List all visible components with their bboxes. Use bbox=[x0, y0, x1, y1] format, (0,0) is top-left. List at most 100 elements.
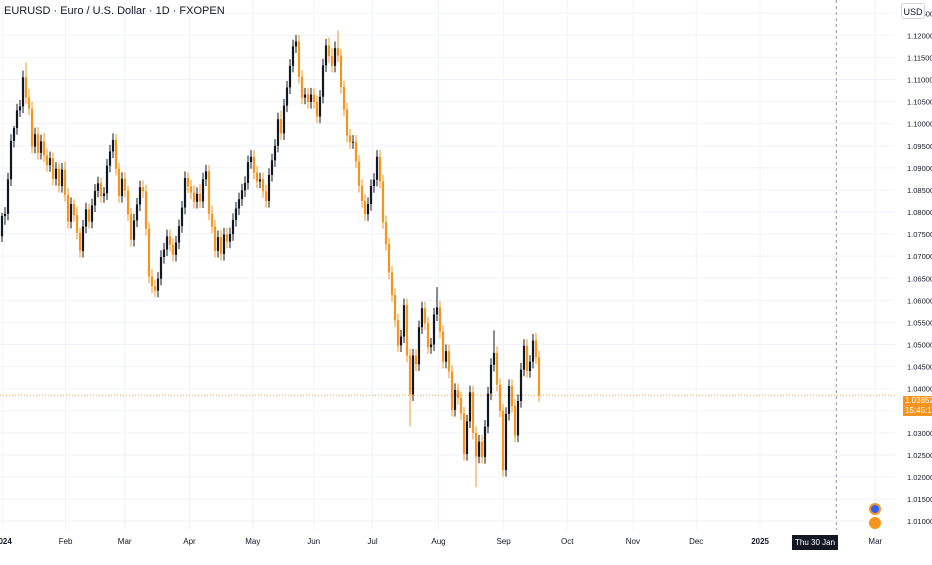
candle bbox=[495, 346, 499, 392]
candle-body bbox=[141, 187, 145, 192]
candle-body bbox=[402, 305, 406, 337]
candle bbox=[30, 101, 34, 154]
candle bbox=[417, 320, 421, 371]
candle bbox=[90, 198, 94, 229]
candle bbox=[381, 174, 385, 229]
candle bbox=[522, 339, 526, 377]
candle-body bbox=[15, 110, 19, 129]
candle bbox=[225, 227, 229, 249]
candle bbox=[294, 34, 298, 53]
candle bbox=[189, 179, 193, 200]
price-axis[interactable]: 1.125001.120001.115001.110001.105001.100… bbox=[896, 0, 932, 550]
candle-body bbox=[231, 219, 235, 235]
symbol-title[interactable]: EURUSD · Euro / U.S. Dollar · 1D · FXOPE… bbox=[4, 5, 225, 17]
candle-body bbox=[375, 156, 379, 180]
candle bbox=[438, 300, 442, 339]
candle-body bbox=[18, 106, 22, 111]
bar-countdown: 15:45:15 bbox=[905, 406, 932, 415]
candle bbox=[441, 325, 445, 369]
candle bbox=[525, 339, 529, 378]
candle-body bbox=[117, 168, 121, 197]
candle bbox=[198, 184, 202, 209]
candle bbox=[48, 151, 52, 172]
candle bbox=[252, 150, 256, 180]
candle bbox=[162, 242, 166, 264]
candle-body bbox=[483, 426, 487, 458]
candle bbox=[537, 350, 541, 402]
candle-body bbox=[150, 276, 154, 287]
candle bbox=[378, 150, 382, 189]
flag-event-icon[interactable] bbox=[869, 517, 881, 529]
candle-body bbox=[51, 158, 55, 179]
candle-body bbox=[153, 286, 157, 291]
candle-body bbox=[321, 65, 325, 97]
candle-body bbox=[126, 190, 130, 215]
candle bbox=[66, 187, 70, 229]
price-tick-label: 1.10000 bbox=[907, 120, 932, 129]
candle bbox=[273, 139, 277, 167]
candle-body bbox=[69, 204, 73, 222]
candle bbox=[102, 186, 106, 203]
candle-body bbox=[444, 351, 448, 362]
candle bbox=[69, 197, 73, 229]
time-axis[interactable]: 2024 Feb Mar Apr May Jun Jul Aug Sep Oct Nov Dec 202… bbox=[0, 537, 883, 546]
candle-body bbox=[132, 220, 136, 240]
candle bbox=[87, 203, 91, 229]
price-tick-label: 1.02000 bbox=[907, 473, 932, 482]
candle-body bbox=[408, 355, 412, 395]
candle-body bbox=[306, 94, 310, 103]
candle bbox=[315, 95, 319, 124]
price-tick-label: 1.05000 bbox=[907, 341, 932, 350]
candle bbox=[270, 153, 274, 182]
candle bbox=[408, 348, 412, 427]
candle-body bbox=[222, 234, 226, 254]
candle bbox=[306, 87, 310, 109]
price-tick-label: 1.02500 bbox=[907, 451, 932, 460]
candle-body bbox=[498, 384, 502, 411]
candle-body bbox=[468, 392, 472, 422]
candle bbox=[393, 288, 397, 327]
time-tick-label: Dec bbox=[689, 537, 703, 546]
candle bbox=[360, 179, 364, 208]
candle bbox=[120, 172, 124, 203]
candle bbox=[207, 164, 211, 221]
price-tick-label: 1.09000 bbox=[907, 164, 932, 173]
candle-body bbox=[99, 183, 103, 197]
candle-body bbox=[405, 305, 409, 356]
candle-body bbox=[285, 87, 289, 106]
candle bbox=[174, 235, 178, 262]
candle bbox=[210, 205, 214, 234]
candle bbox=[423, 301, 427, 330]
price-tick-label: 1.03000 bbox=[907, 429, 932, 438]
price-tick-label: 1.06500 bbox=[907, 274, 932, 283]
candle-body bbox=[210, 213, 214, 227]
candle-body bbox=[270, 160, 274, 175]
candle-body bbox=[246, 162, 250, 183]
candle bbox=[234, 201, 238, 227]
candlestick-chart[interactable]: 1.125001.120001.115001.110001.105001.100… bbox=[0, 0, 932, 550]
price-tick-label: 1.05500 bbox=[907, 318, 932, 327]
candle-body bbox=[378, 156, 382, 182]
candle-body bbox=[96, 183, 100, 191]
candle bbox=[78, 227, 82, 258]
candle bbox=[474, 426, 478, 488]
candle-body bbox=[396, 320, 400, 346]
currency-badge[interactable]: USD bbox=[901, 3, 925, 19]
candle bbox=[507, 379, 511, 421]
candle bbox=[51, 152, 55, 186]
candle bbox=[279, 110, 283, 141]
candle bbox=[84, 202, 88, 234]
candle-body bbox=[180, 207, 184, 227]
economic-event-icon[interactable] bbox=[869, 503, 881, 515]
candle-body bbox=[54, 168, 58, 179]
candle-body bbox=[111, 140, 115, 152]
candle bbox=[312, 87, 316, 109]
candle bbox=[24, 62, 28, 105]
time-tick-label: Mar bbox=[118, 537, 132, 546]
candle bbox=[18, 99, 22, 118]
candle-body bbox=[360, 185, 364, 201]
candle bbox=[243, 176, 247, 197]
candle-body bbox=[90, 205, 94, 222]
candle bbox=[501, 404, 505, 477]
